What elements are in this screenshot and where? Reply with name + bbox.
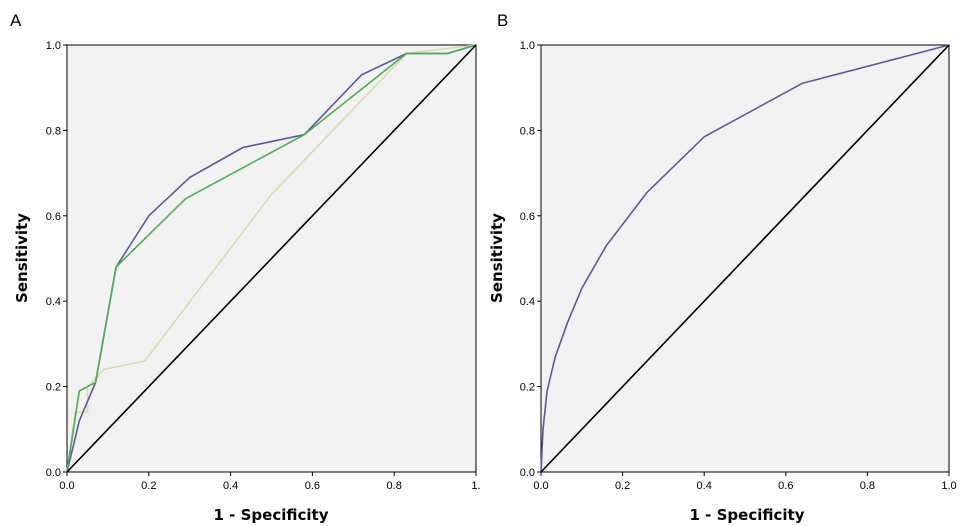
panel-b-reference-diagonal-line bbox=[540, 44, 950, 473]
panel-a-x-tick-label: 0.2 bbox=[141, 480, 156, 492]
panel-a-y-tick-label: 0.8 bbox=[46, 125, 61, 137]
panel-b-y-tick-label: 0.6 bbox=[520, 211, 535, 223]
panel-a-roc-curve-1 bbox=[66, 44, 477, 473]
panel-a-x-tick-label: 1. bbox=[471, 480, 480, 492]
panel-b-x-tick-label: 0.0 bbox=[533, 480, 548, 492]
panel-a-y-tick-label: 1.0 bbox=[46, 40, 61, 52]
panel-b-x-axis-title: 1 - Specificity bbox=[690, 506, 805, 524]
panel-b-x-tick-label: 0.6 bbox=[778, 480, 793, 492]
panel-b-x-tick-label: 0.2 bbox=[615, 480, 630, 492]
panel-a-y-tick-label: 0.2 bbox=[46, 382, 61, 394]
panel-a-y-axis-title: Sensitivity bbox=[13, 213, 31, 303]
panel-a-series bbox=[66, 44, 477, 473]
panel-a: A 0.0 0.2 0.4 0.6 0.8 1. 0.0 0.2 0.4 0.6 0.8 1.0 1 … bbox=[10, 11, 481, 524]
panel-a-x-axis-title: 1 - Specificity bbox=[214, 506, 329, 524]
panel-b-x-tick-label: 0.8 bbox=[860, 480, 875, 492]
panel-a-letter: A bbox=[10, 11, 22, 30]
panel-a-x-tick-label: 0.0 bbox=[59, 480, 74, 492]
panel-b-x-tick-label: 1.0 bbox=[941, 480, 956, 492]
panel-b-series bbox=[540, 44, 950, 473]
panel-a-ticks: 0.0 0.2 0.4 0.6 0.8 1. 0.0 0.2 0.4 0.6 0.8 1.0 bbox=[46, 40, 481, 492]
panel-b-letter: B bbox=[497, 11, 508, 30]
panel-b-x-tick-label: 0.4 bbox=[697, 480, 712, 492]
panel-a-y-tick-label: 0.4 bbox=[46, 296, 61, 308]
panel-a-reference-diagonal-line bbox=[66, 44, 477, 473]
panel-b-y-axis-title: Sensitivity bbox=[488, 213, 506, 303]
panel-b: B 0.0 0.2 0.4 0.6 0.8 1.0 0.0 0.2 0.4 0.6 0.8 1.0 1… bbox=[488, 11, 957, 524]
panel-b-y-tick-label: 0.0 bbox=[520, 467, 535, 479]
panel-b-y-tick-label: 0.4 bbox=[520, 296, 535, 308]
panel-b-roc-curve-1 bbox=[540, 44, 950, 473]
panel-a-x-tick-label: 0.4 bbox=[223, 480, 238, 492]
panel-a-y-tick-label: 0.0 bbox=[46, 467, 61, 479]
panel-b-y-tick-label: 1.0 bbox=[520, 40, 535, 52]
panel-a-y-tick-label: 0.6 bbox=[46, 211, 61, 223]
panel-a-x-tick-label: 0.8 bbox=[387, 480, 402, 492]
panel-b-ticks: 0.0 0.2 0.4 0.6 0.8 1.0 0.0 0.2 0.4 0.6 0.8 1.0 bbox=[520, 40, 957, 492]
panel-b-y-tick-label: 0.2 bbox=[520, 382, 535, 394]
panel-a-roc-curve-3 bbox=[66, 44, 477, 473]
panel-a-x-tick-label: 0.6 bbox=[305, 480, 320, 492]
panel-b-y-tick-label: 0.8 bbox=[520, 125, 535, 137]
